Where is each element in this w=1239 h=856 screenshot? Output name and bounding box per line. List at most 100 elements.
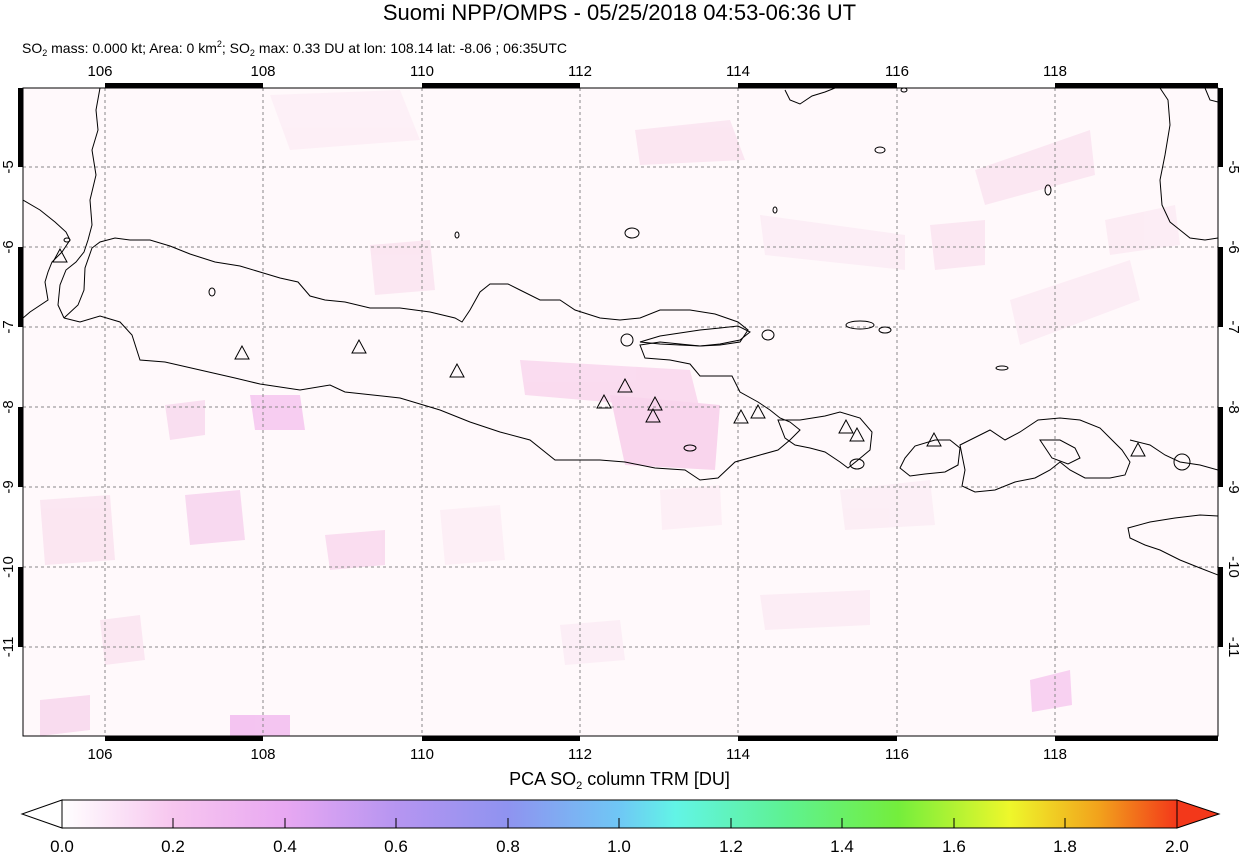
lat-label: -7 [1225,320,1239,333]
lat-label: -8 [0,400,17,413]
volcano-icon [750,403,766,419]
coast-kalimantan [784,88,836,105]
lon-label: 110 [410,63,434,80]
island-small [995,365,1009,371]
lat-label: -11 [0,637,17,658]
island-small [900,88,908,93]
island-small [845,320,875,330]
subtitle-mass-text: mass: 0.000 kt; Area: 0 km [47,40,217,56]
so2-pixel [270,90,420,150]
island-small [1044,184,1052,196]
so2-pixel [1030,670,1072,712]
subtitle-sep: ; SO [221,40,250,56]
coast-sumbawa-bay [1039,439,1081,465]
island-small [878,326,892,334]
lat-labels-right: -5 -6 -7 -8 -9 -10 -11 [1225,160,1239,657]
lon-label: 114 [726,63,750,80]
lon-label: 112 [568,63,592,80]
so2-pixel [100,615,145,665]
so2-pixel [370,240,435,295]
volcano-markers [52,247,1146,457]
coast-java [63,237,801,481]
colorbar-tick-label: 0.8 [496,837,520,856]
lon-label: 114 [726,746,750,763]
so2-pixel [660,485,722,530]
lat-label: -5 [0,160,17,173]
so2-pixel [165,400,205,440]
colorbar-min-arrow [20,799,63,829]
lat-label: -10 [1225,556,1239,578]
lon-label: 106 [87,746,112,763]
map-title: Suomi NPP/OMPS - 05/25/2018 04:53-06:36 … [382,0,857,25]
lon-label: 110 [410,746,434,763]
coast-sumatra [23,199,71,319]
volcano-icon [849,426,865,442]
so2-pixel [610,395,720,470]
colorbar-title-sub: 2 [576,780,583,792]
colorbar-tick-label: 1.4 [830,837,854,856]
lon-label: 112 [568,746,592,763]
coastlines [23,88,1218,576]
map-frame [18,83,1223,741]
coast-bali [777,411,873,469]
volcano-icon [1130,441,1146,457]
colorbar-title-suffix: column TRM [DU] [582,769,730,789]
so2-pixel [325,530,385,570]
coast-flores [1129,439,1218,471]
lat-label: -9 [0,480,17,493]
lon-label: 118 [1043,63,1067,80]
volcano-icon [926,431,942,447]
colorbar-tick-label: 0.2 [161,837,185,856]
island-small [683,444,697,452]
lon-labels-bottom: 106 108 110 112 114 116 118 [87,746,1066,763]
so2-pixel [760,590,870,630]
volcano-icon [52,247,68,263]
island-small [849,458,865,470]
volcano-icon [838,418,854,434]
so2-pixel [230,715,290,736]
colorbar-max-arrow [1176,799,1221,829]
coast-sumatra-north [57,88,101,319]
island-small [620,333,634,347]
colorbar-tick-label: 0.4 [273,837,297,856]
so2-pixel [930,220,985,270]
island-small [761,329,775,341]
lon-label: 108 [250,746,275,763]
so2-pixel [440,505,505,565]
so2-pixel [185,490,245,545]
lat-label: -9 [1225,480,1239,493]
volcano-icon [733,408,749,424]
so2-pixel [635,120,745,165]
island-small [772,206,778,214]
colorbar [20,799,1221,829]
graticule [23,88,1218,736]
island-bawean [874,146,886,154]
island-karimunjawa [624,227,640,239]
lon-label: 108 [250,63,275,80]
volcano-icon [234,344,250,360]
so2-pixel [840,480,935,530]
colorbar-tick-label: 1.8 [1053,837,1077,856]
volcano-icon [617,377,633,393]
colorbar-title-prefix: PCA SO [509,769,577,789]
coast-sumba [1127,514,1218,576]
coast-lombok [899,439,961,477]
colorbar-tick-label: 0.0 [50,837,74,856]
subtitle-mass-prefix: SO [22,40,43,56]
so2-pixel [975,130,1095,205]
lon-labels-top: 106 108 110 112 114 116 118 [87,63,1066,80]
colorbar-tick-label: 0.6 [384,837,408,856]
subtitle-area-sup: 2 [216,39,222,49]
lat-label: -5 [1225,160,1239,173]
colorbar-tick-label: 1.6 [942,837,966,856]
colorbar-tick-label: 1.0 [607,837,631,856]
coast-sulawesi [1159,88,1218,241]
volcano-icon [351,338,367,354]
so2-pixel [250,395,305,430]
so2-pixel [40,495,115,565]
lat-label: -10 [0,556,17,578]
volcano-icon [647,395,663,411]
volcano-icon [449,362,465,378]
coast-sumbawa [959,417,1131,493]
so2-pixel [1010,260,1140,345]
